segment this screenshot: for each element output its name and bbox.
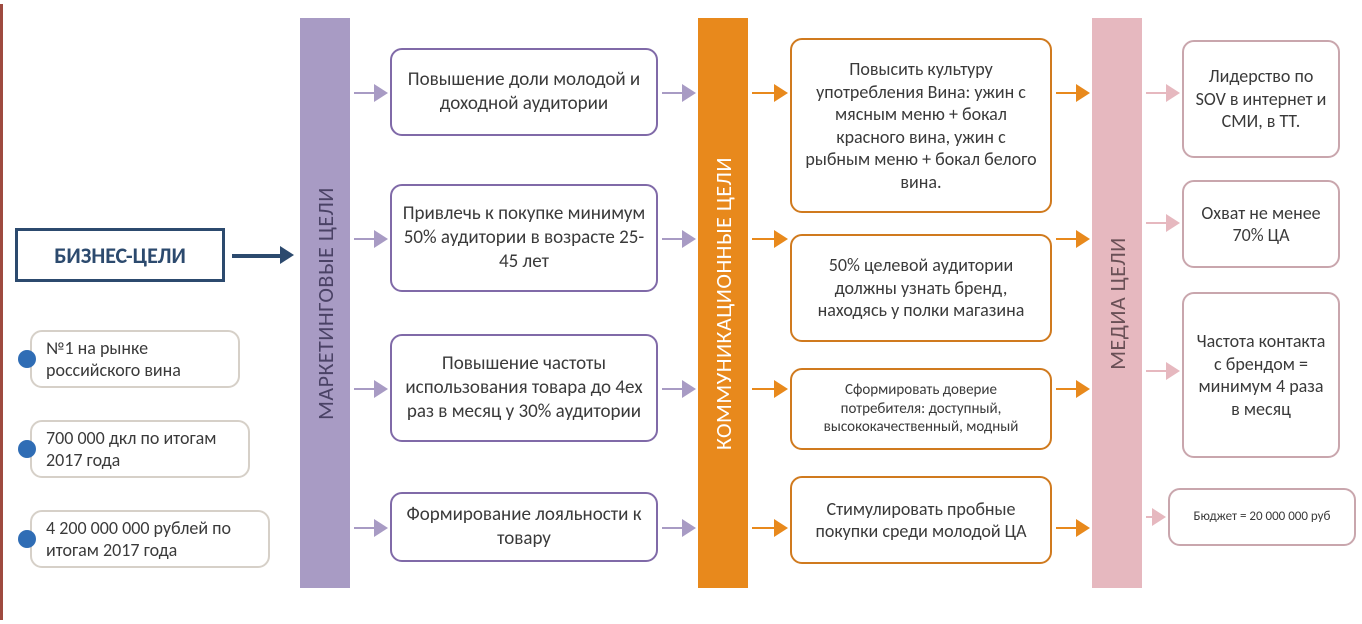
- arrowhead-icon: [374, 380, 388, 398]
- arrowhead-icon: [682, 84, 696, 102]
- flow-arrow: [354, 92, 386, 94]
- arrowhead-icon: [1076, 84, 1090, 102]
- flow-arrow: [354, 527, 386, 529]
- flow-arrow: [752, 527, 786, 529]
- column-header: МАРКЕТИНГОВЫЕ ЦЕЛИ: [300, 18, 350, 588]
- media-goal: Частота контакта с брендом = минимум 4 р…: [1182, 292, 1340, 458]
- arrowhead-icon: [1152, 508, 1166, 526]
- media-goal: Охват не менее 70% ЦА: [1182, 180, 1340, 268]
- arrowhead-icon: [774, 230, 788, 248]
- arrowhead-icon: [774, 380, 788, 398]
- communication-goal: 50% целевой аудитории должны узнать брен…: [790, 234, 1052, 342]
- column-label: КОММУНИКАЦИОННЫЕ ЦЕЛИ: [710, 157, 737, 450]
- business-goals-header: БИЗНЕС-ЦЕЛИ: [15, 228, 225, 282]
- bullet-dot-icon: [18, 440, 36, 458]
- arrowhead-icon: [774, 519, 788, 537]
- flow-arrow: [662, 527, 694, 529]
- bullet-dot-icon: [18, 530, 36, 548]
- flow-arrow: [232, 255, 292, 257]
- flow-arrow: [752, 238, 786, 240]
- business-bullet: №1 на рынке российского вина: [30, 330, 240, 388]
- communication-goal: Повысить культуру употребления Вина: ужи…: [790, 38, 1052, 213]
- marketing-goal: Привлечь к покупке минимум 50% аудитории…: [390, 184, 658, 292]
- business-bullet: 4 200 000 000 рублей по итогам 2017 года: [30, 510, 270, 568]
- communication-goal: Сформировать доверие потребителя: доступ…: [790, 368, 1052, 450]
- arrowhead-icon: [682, 519, 696, 537]
- business-bullet: 700 000 дкл по итогам 2017 года: [30, 420, 250, 478]
- flow-arrow: [1056, 388, 1088, 390]
- side-accent-line: [0, 4, 3, 620]
- arrowhead-icon: [1166, 362, 1180, 380]
- arrowhead-icon: [374, 519, 388, 537]
- arrowhead-icon: [280, 246, 294, 264]
- bullet-dot-icon: [18, 350, 36, 368]
- flow-arrow: [1146, 516, 1164, 518]
- flow-arrow: [354, 388, 386, 390]
- column-header: МЕДИА ЦЕЛИ: [1092, 18, 1142, 588]
- flow-arrow: [662, 92, 694, 94]
- flow-arrow: [1056, 527, 1088, 529]
- flow-arrow: [1146, 92, 1178, 94]
- arrowhead-icon: [1166, 214, 1180, 232]
- arrowhead-icon: [1076, 230, 1090, 248]
- media-goal: Лидерство по SOV в интернет и СМИ, в ТТ.: [1182, 40, 1340, 158]
- arrowhead-icon: [374, 84, 388, 102]
- arrowhead-icon: [1166, 84, 1180, 102]
- flow-arrow: [1056, 238, 1088, 240]
- marketing-goal: Повышение доли молодой и доходной аудито…: [390, 48, 658, 136]
- flow-arrow: [354, 238, 386, 240]
- column-label: МЕДИА ЦЕЛИ: [1104, 237, 1131, 370]
- flow-arrow: [1056, 92, 1088, 94]
- arrowhead-icon: [682, 380, 696, 398]
- marketing-goal: Формирование лояльности к товару: [390, 492, 658, 562]
- arrowhead-icon: [1076, 519, 1090, 537]
- media-goal: Бюджет = 20 000 000 руб: [1168, 488, 1356, 546]
- marketing-goal: Повышение частоты использования товара д…: [390, 334, 658, 442]
- arrowhead-icon: [774, 84, 788, 102]
- arrowhead-icon: [1076, 380, 1090, 398]
- flow-arrow: [1146, 370, 1178, 372]
- communication-goal: Стимулировать пробные покупки среди моло…: [790, 476, 1052, 564]
- business-goals-title: БИЗНЕС-ЦЕЛИ: [54, 242, 186, 269]
- arrowhead-icon: [682, 230, 696, 248]
- column-header: КОММУНИКАЦИОННЫЕ ЦЕЛИ: [698, 18, 748, 588]
- flow-arrow: [752, 388, 786, 390]
- column-label: МАРКЕТИНГОВЫЕ ЦЕЛИ: [312, 187, 339, 420]
- arrowhead-icon: [374, 230, 388, 248]
- flow-arrow: [1146, 222, 1178, 224]
- flow-arrow: [662, 388, 694, 390]
- flow-arrow: [662, 238, 694, 240]
- flow-arrow: [752, 92, 786, 94]
